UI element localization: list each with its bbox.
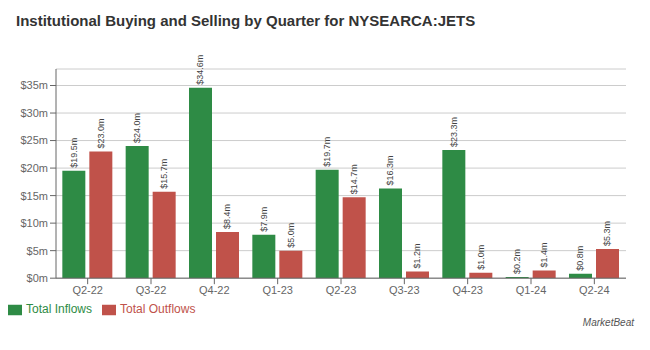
svg-text:$23.3m: $23.3m: [449, 117, 459, 147]
html-text:Institutional Buying and Selli: Institutional Buying and Selling by Quar…: [16, 12, 476, 29]
svg-text:Q2-23: Q2-23: [326, 284, 357, 296]
svg-text:$5m: $5m: [27, 245, 48, 257]
svg-text:$5.3m: $5.3m: [603, 221, 613, 246]
svg-text:$24.0m: $24.0m: [132, 113, 142, 143]
svg-text:Q1-23: Q1-23: [262, 284, 293, 296]
svg-text:$0m: $0m: [27, 272, 48, 284]
svg-text:$15.7m: $15.7m: [159, 159, 169, 189]
svg-text:$23.0m: $23.0m: [96, 119, 106, 149]
svg-text:$25m: $25m: [20, 134, 48, 146]
html-text:MarketBeat: MarketBeat: [582, 317, 634, 328]
svg-text:$14.7m: $14.7m: [349, 164, 359, 194]
svg-text:$15m: $15m: [20, 190, 48, 202]
svg-text:$35m: $35m: [20, 79, 48, 91]
svg-text:$0.8m: $0.8m: [576, 246, 586, 271]
svg-text:$8.4m: $8.4m: [223, 204, 233, 229]
svg-text:Q3-23: Q3-23: [389, 284, 420, 296]
svg-text:Q2-22: Q2-22: [72, 284, 103, 296]
svg-text:$1.4m: $1.4m: [539, 242, 549, 267]
svg-text:$7.9m: $7.9m: [259, 207, 269, 232]
svg-text:$16.3m: $16.3m: [386, 155, 396, 185]
svg-text:$19.5m: $19.5m: [69, 138, 79, 168]
svg-text:$34.6m: $34.6m: [196, 55, 206, 85]
svg-text:$0.2m: $0.2m: [512, 249, 522, 274]
svg-text:Q1-24: Q1-24: [516, 284, 547, 296]
html-text:Total Outflows: Total Outflows: [120, 302, 196, 317]
svg-text:$20m: $20m: [20, 162, 48, 174]
svg-text:$19.7m: $19.7m: [322, 137, 332, 167]
svg-text:$10m: $10m: [20, 217, 48, 229]
svg-text:$30m: $30m: [20, 107, 48, 119]
svg-text:Q4-22: Q4-22: [199, 284, 230, 296]
svg-text:$5.0m: $5.0m: [286, 223, 296, 248]
svg-text:$1.2m: $1.2m: [413, 244, 423, 269]
svg-text:Q4-23: Q4-23: [452, 284, 483, 296]
svg-text:Q2-24: Q2-24: [579, 284, 610, 296]
svg-text:$1.0m: $1.0m: [476, 245, 486, 270]
svg-text:Q3-22: Q3-22: [136, 284, 167, 296]
html-text:Total Inflows: Total Inflows: [26, 302, 92, 317]
